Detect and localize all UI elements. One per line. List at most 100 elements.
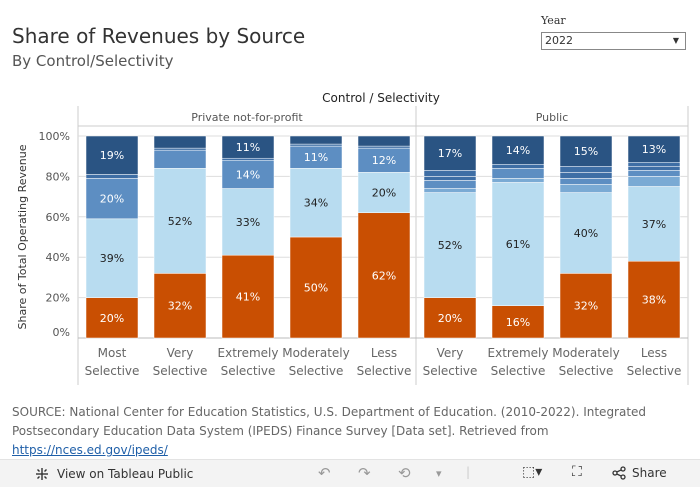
data-label: 61% <box>506 238 530 251</box>
divider: | <box>466 465 471 479</box>
x-tick-label: Less <box>371 346 397 360</box>
x-tick-label: Extremely <box>218 346 279 360</box>
bar-segment <box>491 168 545 179</box>
y-tick-label: 0% <box>53 326 70 339</box>
bar-segment <box>289 236 343 339</box>
data-label: 32% <box>168 300 192 313</box>
bar-segment <box>357 145 411 149</box>
bar-segment <box>491 178 545 183</box>
data-label: 38% <box>642 294 666 307</box>
group-label: Public <box>536 111 569 124</box>
bar-segment <box>559 184 613 193</box>
download-icon[interactable]: ⬚▾ <box>522 464 543 480</box>
bar-segment <box>153 273 207 339</box>
data-label: 20% <box>100 193 124 206</box>
bar-segment <box>357 135 411 147</box>
y-axis-label: Share of Total Operating Revenue <box>16 144 29 329</box>
bar-segment <box>221 157 275 161</box>
data-label: 37% <box>642 218 666 231</box>
data-label: 17% <box>438 147 462 160</box>
bar-segment <box>423 135 477 171</box>
bar-segment <box>85 174 139 179</box>
chart-title: Share of Revenues by Source <box>12 24 306 48</box>
bar-segment <box>423 188 477 193</box>
y-tick-label: 80% <box>46 170 70 183</box>
y-tick-label: 20% <box>46 292 70 305</box>
undo-icon[interactable]: ↶ <box>318 464 331 482</box>
tableau-toolbar: View on Tableau Public ↶ ↷ ⟲ ▾ | ⬚▾ ⛶ Sh… <box>0 459 700 487</box>
data-label: 32% <box>574 300 598 313</box>
x-tick-label: Selective <box>491 364 546 378</box>
bar-segment <box>559 172 613 179</box>
x-tick-label: Moderately <box>552 346 620 360</box>
x-tick-label: Selective <box>289 364 344 378</box>
view-on-tableau-button[interactable]: View on Tableau Public <box>34 466 193 482</box>
data-label: 52% <box>438 239 462 252</box>
bar-segment <box>357 147 411 173</box>
x-tick-label: Selective <box>153 364 208 378</box>
bar-segment <box>627 176 681 187</box>
bar-segment <box>627 260 681 339</box>
bar-segment <box>559 135 613 167</box>
data-label: 20% <box>438 312 462 325</box>
bar-segment <box>559 166 613 173</box>
data-label: 14% <box>236 168 260 181</box>
bar-segment <box>221 254 275 339</box>
group-label: Private not-for-profit <box>191 111 303 124</box>
bar-segment <box>423 170 477 177</box>
data-label: 14% <box>506 144 530 157</box>
bar-segment <box>85 297 139 339</box>
bar-segment <box>357 172 411 214</box>
source-text: SOURCE: National Center for Education St… <box>12 405 647 438</box>
data-label: 62% <box>372 269 396 282</box>
pause-icon[interactable]: ▾ <box>436 467 442 480</box>
data-label: 34% <box>304 197 328 210</box>
x-tick-label: Selective <box>627 364 682 378</box>
bar-segment <box>85 178 139 220</box>
x-tick-label: Moderately <box>282 346 350 360</box>
data-label: 20% <box>100 312 124 325</box>
fullscreen-icon[interactable]: ⛶ <box>572 464 582 480</box>
x-tick-label: Selective <box>85 364 140 378</box>
bar-segment <box>491 182 545 306</box>
bar-segment <box>627 166 681 171</box>
data-label: 40% <box>574 227 598 240</box>
stacked-bar-chart: Control / Selectivity 0% 20% 40% 60% 80% 100% S… <box>16 91 689 385</box>
bar-segment <box>153 149 207 169</box>
bar-segment <box>559 273 613 339</box>
view-on-tableau-label: View on Tableau Public <box>57 467 194 481</box>
bar-segment <box>85 218 139 298</box>
bar-segment <box>423 180 477 189</box>
data-label: 11% <box>304 151 328 164</box>
bar-segment <box>627 135 681 163</box>
x-tick-label: Selective <box>357 364 412 378</box>
x-tick-label: Selective <box>423 364 478 378</box>
bar-segment <box>221 159 275 189</box>
share-button[interactable]: Share <box>612 466 667 480</box>
data-label: 15% <box>574 145 598 158</box>
redo-icon[interactable]: ↷ <box>358 464 371 482</box>
data-label: 39% <box>100 252 124 265</box>
data-label: 20% <box>372 187 396 200</box>
data-label: 50% <box>304 282 328 295</box>
bar-segment <box>627 186 681 262</box>
x-tick-label: Less <box>641 346 667 360</box>
source-link[interactable]: https://nces.ed.gov/ipeds/ <box>12 443 168 457</box>
share-label: Share <box>632 466 667 480</box>
year-filter-label: Year <box>541 14 566 27</box>
y-tick-label: 40% <box>46 251 70 264</box>
revert-icon[interactable]: ⟲ <box>398 464 411 482</box>
data-label: 13% <box>642 143 666 156</box>
bar-segment <box>559 178 613 185</box>
bar-segment <box>221 188 275 256</box>
x-tick-label: Extremely <box>488 346 549 360</box>
x-tick-label: Very <box>167 346 194 360</box>
x-tick-label: Very <box>437 346 464 360</box>
year-dropdown[interactable]: 2022 ▼ <box>541 32 686 50</box>
chart-header: Control / Selectivity <box>322 91 440 105</box>
chart-subtitle: By Control/Selectivity <box>12 52 174 70</box>
y-tick-label: 100% <box>39 130 70 143</box>
data-label: 41% <box>236 291 260 304</box>
bar-segment <box>153 135 207 149</box>
data-label: 12% <box>372 154 396 167</box>
